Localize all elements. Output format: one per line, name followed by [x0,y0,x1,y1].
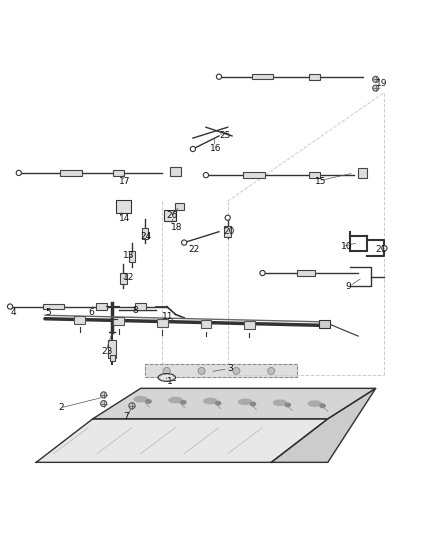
Ellipse shape [320,404,325,408]
Text: 24: 24 [141,231,152,240]
FancyBboxPatch shape [164,211,177,221]
Text: 13: 13 [123,251,135,260]
Circle shape [16,171,21,175]
Text: 22: 22 [188,245,200,254]
Circle shape [7,304,13,309]
Bar [135,303,146,310]
Ellipse shape [215,401,221,405]
Circle shape [129,403,135,409]
Bar [176,203,184,209]
Bar [96,303,107,310]
Ellipse shape [146,400,151,403]
Ellipse shape [285,403,290,407]
Text: 9: 9 [345,281,351,290]
Text: 20: 20 [223,227,235,236]
Ellipse shape [134,397,147,402]
Text: 4: 4 [10,308,16,317]
Bar [110,354,115,361]
Text: 19: 19 [376,79,387,88]
Text: 14: 14 [119,214,130,223]
Circle shape [163,367,170,375]
Ellipse shape [251,402,255,406]
Bar [60,171,82,175]
Text: 16: 16 [210,144,222,154]
Text: 10: 10 [341,243,352,252]
FancyBboxPatch shape [116,200,131,213]
Circle shape [233,367,240,375]
Text: 5: 5 [45,308,51,317]
Text: 8: 8 [132,305,138,314]
Text: 17: 17 [119,177,131,186]
Text: 23: 23 [102,347,113,356]
Bar [109,341,116,358]
Text: 21: 21 [376,245,387,254]
Circle shape [268,367,275,375]
Polygon shape [93,389,376,419]
Ellipse shape [204,398,217,403]
Bar [309,74,320,80]
Circle shape [203,173,208,177]
Bar [170,167,181,176]
Bar [113,170,124,176]
Bar [309,172,320,178]
Bar [120,273,127,284]
Bar [201,320,212,328]
Bar [252,74,273,79]
Circle shape [182,240,187,245]
Ellipse shape [158,374,176,382]
Ellipse shape [239,399,252,405]
Text: 25: 25 [219,132,230,140]
Bar [244,321,255,329]
Polygon shape [271,389,376,462]
Circle shape [198,367,205,375]
Bar [297,270,315,276]
Text: 18: 18 [171,223,183,232]
Bar [358,168,367,177]
Bar [43,304,64,309]
Text: 12: 12 [123,273,134,282]
Circle shape [382,246,387,251]
Circle shape [260,270,265,276]
Bar [157,319,168,327]
Text: 3: 3 [228,364,233,373]
Bar [224,226,231,237]
Text: 7: 7 [123,412,129,421]
Bar [129,252,135,262]
Polygon shape [145,365,297,377]
Text: 2: 2 [58,403,64,413]
Text: 26: 26 [167,211,178,220]
Circle shape [373,76,379,83]
Ellipse shape [308,401,321,406]
Bar [74,316,85,324]
Text: 15: 15 [315,177,326,186]
Bar [113,318,124,325]
Ellipse shape [169,398,182,403]
Bar [319,320,330,328]
Circle shape [216,74,222,79]
Circle shape [373,85,379,91]
Text: 1: 1 [167,377,173,386]
Bar [142,229,148,239]
Polygon shape [36,419,328,462]
Circle shape [225,215,230,220]
Ellipse shape [181,400,186,404]
Text: 11: 11 [162,312,174,321]
Bar [243,173,265,177]
Ellipse shape [273,400,286,405]
Circle shape [101,400,107,407]
Text: 6: 6 [88,308,94,317]
Circle shape [101,392,107,398]
Circle shape [190,147,195,151]
